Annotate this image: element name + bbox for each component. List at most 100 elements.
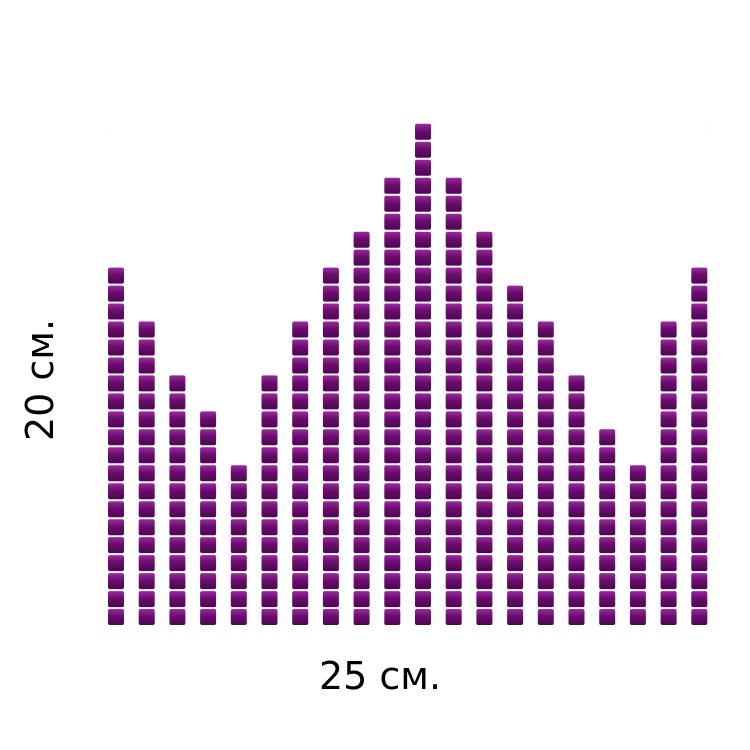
mosaic-tile (322, 483, 339, 500)
mosaic-tile (476, 249, 493, 266)
mosaic-tile (200, 447, 217, 464)
mosaic-tile (537, 465, 554, 482)
mosaic-tile (200, 591, 217, 608)
mosaic-tile (415, 195, 431, 212)
mosaic-tile (507, 357, 524, 374)
mosaic-tile (507, 465, 524, 482)
mosaic-tile (568, 555, 585, 572)
mosaic-tile (384, 555, 401, 572)
mosaic-tile (537, 393, 554, 410)
mosaic-tile (660, 357, 677, 374)
mosaic-tile (230, 573, 247, 590)
mosaic-tile (415, 393, 431, 410)
mosaic-tile (507, 321, 524, 338)
mosaic-tile (415, 321, 431, 338)
mosaic-tile (353, 447, 370, 464)
mosaic-tile (353, 411, 370, 428)
mosaic-tile (537, 447, 554, 464)
mosaic-tile (660, 375, 677, 392)
mosaic-tile (261, 429, 278, 446)
mosaic-tile (261, 537, 278, 554)
mosaic-tile (108, 519, 124, 536)
mosaic-tile (691, 375, 708, 392)
mosaic-tile (445, 429, 462, 446)
mosaic-tile (476, 429, 493, 446)
mosaic-tile (691, 519, 708, 536)
mosaic-tile (445, 465, 462, 482)
mosaic-tile (322, 429, 339, 446)
mosaic-tile (691, 357, 708, 374)
mosaic-tile (384, 483, 401, 500)
mosaic-tile (384, 537, 401, 554)
mosaic-tile (108, 573, 124, 590)
mosaic-tile (200, 411, 217, 428)
mosaic-tile (629, 573, 646, 590)
mosaic-tile (568, 393, 585, 410)
mosaic-tile (292, 339, 309, 356)
mosaic-tile (599, 555, 616, 572)
mosaic-tile (292, 555, 309, 572)
mosaic-tile (169, 411, 186, 428)
mosaic-tile (138, 447, 155, 464)
mosaic-tile (599, 429, 616, 446)
mosaic-tile (353, 321, 370, 338)
mosaic-tile (384, 339, 401, 356)
mosaic-tile (537, 555, 554, 572)
mosaic-tile (322, 375, 339, 392)
mosaic-tile (537, 429, 554, 446)
mosaic-tile (108, 285, 124, 302)
mosaic-tile (660, 555, 677, 572)
mosaic-tile (415, 375, 431, 392)
mosaic-tile (200, 537, 217, 554)
mosaic-tile (507, 393, 524, 410)
mosaic-tile (691, 573, 708, 590)
mosaic-tile (384, 195, 401, 212)
mosaic-tile (138, 375, 155, 392)
mosaic-tile (384, 267, 401, 284)
mosaic-tile (292, 591, 309, 608)
mosaic-tile (261, 393, 278, 410)
mosaic-tile (138, 609, 155, 625)
mosaic-tile (476, 375, 493, 392)
mosaic-tile (537, 339, 554, 356)
mosaic-tile (537, 609, 554, 625)
mosaic-tile (537, 573, 554, 590)
mosaic-tile (353, 591, 370, 608)
mosaic-tile (322, 393, 339, 410)
mosaic-tile (322, 267, 339, 284)
mosaic-tile (384, 411, 401, 428)
mosaic-tile (322, 609, 339, 625)
mosaic-tile (691, 501, 708, 518)
mosaic-tile (384, 249, 401, 266)
mosaic-tile (476, 321, 493, 338)
mosaic-tile (292, 411, 309, 428)
mosaic-tile (476, 267, 493, 284)
mosaic-tile (261, 591, 278, 608)
mosaic-tile (507, 555, 524, 572)
mosaic-tile (568, 375, 585, 392)
mosaic-tile (169, 465, 186, 482)
mosaic-tile (353, 267, 370, 284)
mosaic-tile (200, 555, 217, 572)
mosaic-tile (445, 267, 462, 284)
mosaic-tile (292, 447, 309, 464)
mosaic-tile (445, 483, 462, 500)
mosaic-tile (568, 609, 585, 625)
mosaic-tile (415, 123, 431, 140)
mosaic-tile (169, 429, 186, 446)
mosaic-tile (476, 285, 493, 302)
mosaic-tile (415, 141, 431, 158)
mosaic-tile (415, 303, 431, 320)
mosaic-tile (322, 411, 339, 428)
mosaic-tile (415, 483, 431, 500)
mosaic-tile (476, 231, 493, 248)
mosaic-tile (138, 483, 155, 500)
mosaic-tile (415, 213, 431, 230)
mosaic-tile (691, 609, 708, 625)
mosaic-tile (261, 483, 278, 500)
mosaic-tile (660, 537, 677, 554)
mosaic-tile (568, 591, 585, 608)
mosaic-tile (292, 573, 309, 590)
mosaic-tile (322, 357, 339, 374)
mosaic-tile (415, 177, 431, 194)
